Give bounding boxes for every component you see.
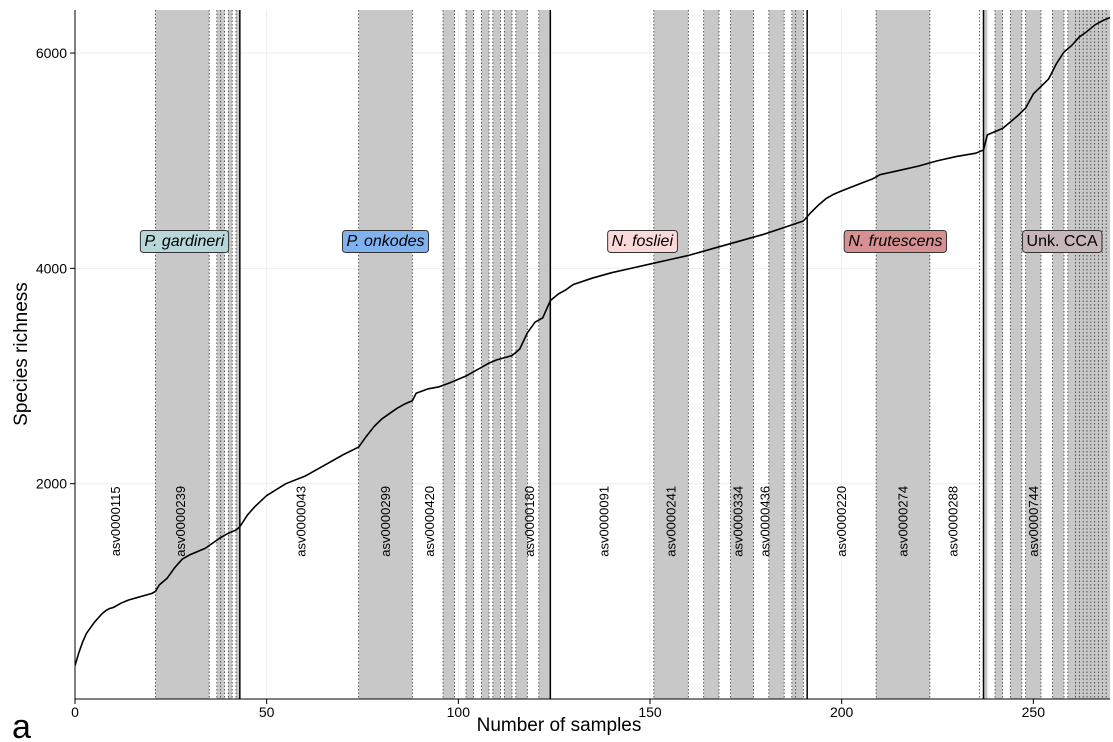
x-tick-label: 100 [447, 704, 471, 720]
shaded-band [1052, 10, 1064, 699]
asv-label: asv0000043 [294, 486, 309, 557]
y-tick-label: 6000 [36, 45, 67, 61]
x-tick-label: 150 [638, 704, 662, 720]
shaded-band [481, 10, 489, 699]
asv-label: asv0000288 [945, 486, 960, 557]
richness-line [75, 16, 1110, 666]
species-label-text: P. gardineri [144, 233, 224, 250]
x-tick-label: 0 [71, 704, 79, 720]
shaded-band [466, 10, 474, 699]
y-tick-label: 4000 [36, 260, 67, 276]
species-label-box [342, 229, 429, 253]
dotted-separators [155, 10, 1107, 699]
species-label-box [1022, 229, 1103, 253]
asv-label: asv0000115 [108, 486, 123, 556]
species-label-text: Unk. CCA [1027, 233, 1098, 250]
species-group-label: Unk. CCA [1022, 229, 1103, 253]
asv-label: asv0000239 [173, 486, 188, 557]
asv-label: asv0000299 [378, 486, 393, 557]
asv-label: asv0000420 [422, 486, 437, 557]
species-group-label: P. onkodes [342, 229, 429, 253]
species-label-text: P. onkodes [347, 233, 425, 250]
species-label-box [139, 229, 230, 253]
shaded-band [1010, 10, 1022, 699]
asv-label: asv0000334 [731, 486, 746, 557]
asv-label: asv0000180 [522, 486, 537, 557]
x-tick-label: 50 [259, 704, 275, 720]
y-axis-title: Species richness [11, 282, 32, 426]
asv-label: asv0000220 [834, 486, 849, 557]
x-tick-label: 250 [1022, 704, 1046, 720]
shaded-band [1067, 10, 1110, 699]
shaded-band [653, 10, 689, 699]
shaded-band [876, 10, 930, 699]
shaded-band [983, 10, 988, 699]
shaded-band [730, 10, 754, 699]
richness-curve [75, 16, 1110, 666]
shaded-band [1025, 10, 1041, 699]
asv-labels: asv0000115 asv0000239 asv0000043 asv0000299… [108, 486, 1041, 557]
shaded-bands [155, 10, 1110, 699]
species-group-label: P. gardineri [139, 229, 230, 253]
shaded-band [443, 10, 455, 699]
asv-label: asv0000274 [896, 486, 911, 557]
species-group-label: N. frutescens [843, 229, 947, 253]
asv-label: asv0000091 [597, 486, 612, 557]
shaded-band [703, 10, 719, 699]
x-axis-title: Number of samples [477, 715, 642, 736]
shaded-band [236, 10, 240, 699]
asv-label: asv0000436 [758, 486, 773, 557]
shaded-band [504, 10, 512, 699]
shaded-band [791, 10, 804, 699]
shaded-band [995, 10, 1003, 699]
species-label-text: N. frutescens [848, 233, 942, 250]
species-group-labels: P. gardineri P. onkodes N. fosliei N. frute… [139, 229, 1103, 253]
shaded-band [358, 10, 413, 699]
group-boundaries [239, 10, 985, 699]
shaded-band [492, 10, 501, 699]
shaded-band [768, 10, 785, 699]
axes: 0 50 100 150 200 250 2000 4000 6000 [36, 10, 1110, 720]
species-group-label: N. fosliei [607, 229, 678, 253]
panel-letter: a [12, 708, 31, 742]
species-label-box [843, 229, 947, 253]
shaded-band [155, 10, 210, 699]
asv-label: asv0000241 [664, 486, 679, 557]
species-label-box [607, 229, 678, 253]
shaded-band [538, 10, 551, 699]
plot-background [75, 10, 1110, 699]
y-tick-label: 2000 [36, 476, 67, 492]
x-tick-label: 200 [830, 704, 854, 720]
shaded-band [515, 10, 528, 699]
species-label-text: N. fosliei [612, 233, 674, 250]
asv-label: asv0000744 [1026, 486, 1041, 557]
shaded-band [228, 10, 233, 699]
